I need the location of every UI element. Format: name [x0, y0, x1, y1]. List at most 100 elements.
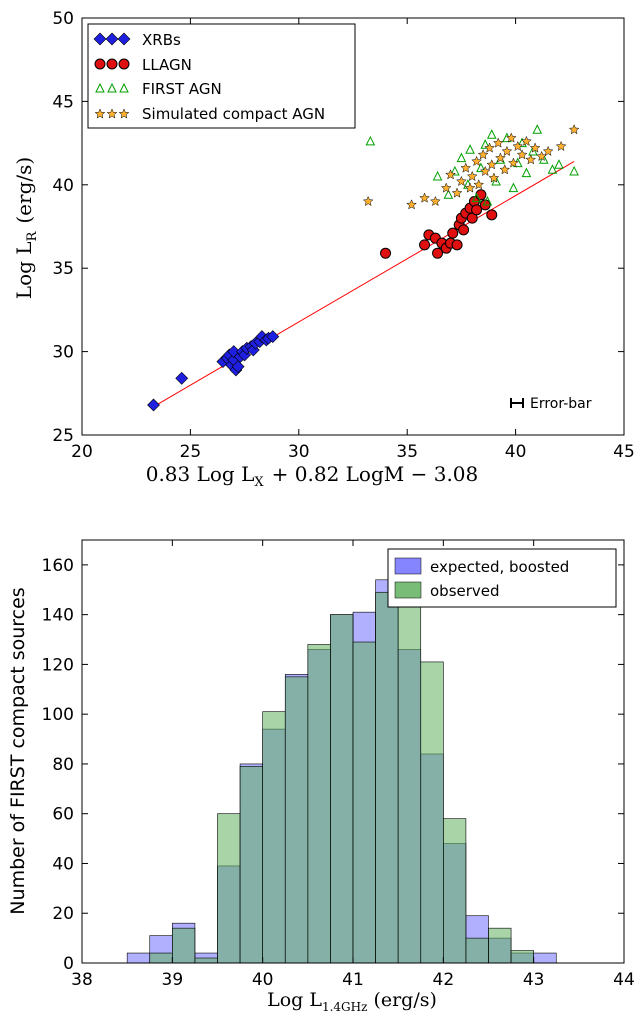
- first-agn-point: [471, 192, 482, 203]
- llagn-point: [451, 239, 463, 251]
- simulated-agn-point: [451, 187, 463, 198]
- simulated-agn-point: [473, 179, 485, 190]
- first-agn-point: [450, 165, 460, 176]
- simulated-agn-point: [512, 140, 524, 152]
- observed-bar: [262, 711, 286, 964]
- histogram-ticks: 38 39 40 41 42 43 44 0 20 40 60 80 100 120 140 160: [42, 540, 635, 990]
- scatter-ylabel: Log LR(erg/s): [12, 157, 40, 299]
- y-tick-label: 160: [42, 556, 74, 576]
- llagn-point: [380, 247, 392, 259]
- first-agn-point: [476, 162, 486, 173]
- y-tick-label: 45: [52, 92, 74, 112]
- observed-bar: [488, 927, 512, 964]
- simulated-agn-point: [464, 182, 476, 193]
- legend-sim-label: Simulated compact AGN: [142, 105, 325, 123]
- simulated-agn-point: [525, 154, 537, 165]
- first-agn-point: [465, 144, 475, 154]
- y-tick-label: 40: [52, 176, 74, 196]
- legend-observed-swatch: [394, 581, 422, 599]
- simulated-agn-point: [529, 142, 541, 153]
- legend-sim-markers: [94, 108, 130, 119]
- y-tick-label: 35: [52, 259, 74, 279]
- histogram-legend: expected, boosted observed: [387, 548, 617, 608]
- observed-bar: [443, 818, 467, 964]
- y-tick-label: 80: [52, 755, 74, 775]
- legend-xrbs-label: XRBs: [142, 31, 181, 49]
- first-agn-point: [365, 135, 376, 146]
- y-tick-label: 60: [52, 805, 74, 825]
- x-tick-label: 20: [71, 442, 93, 462]
- llagn-point: [419, 239, 431, 251]
- histogram-panel: 38 39 40 41 42 43 44 0 20 40 60 80 100 120 140 160 expe…: [7, 539, 635, 1014]
- simulated-agn-point: [466, 170, 478, 182]
- simulated-agn-point: [508, 157, 519, 168]
- legend-llagn-markers: [94, 58, 130, 70]
- legend-first-markers: [95, 82, 129, 93]
- simulated-agn-point: [456, 175, 467, 187]
- observed-bar: [330, 614, 354, 964]
- simulated-agn-point: [521, 135, 532, 147]
- simulated-agn-point: [440, 182, 452, 193]
- x-tick-label: 44: [613, 970, 635, 990]
- first-agn-point: [569, 165, 579, 176]
- legend-expected-swatch: [394, 557, 422, 575]
- first-agn-point: [443, 189, 454, 199]
- simulated-agn-point: [479, 165, 491, 177]
- scatter-points: [147, 124, 580, 412]
- llagn-point: [471, 204, 483, 216]
- y-tick-label: 0: [63, 954, 74, 974]
- observed-bar: [172, 927, 196, 964]
- observed-bar: [194, 957, 218, 964]
- first-agn-point: [554, 159, 564, 169]
- first-agn-point: [456, 152, 467, 163]
- simulated-agn-point: [460, 162, 472, 173]
- y-tick-label: 30: [52, 343, 74, 363]
- simulated-agn-point: [505, 132, 517, 143]
- histogram-xlabel: Log L1.4GHz (erg/s): [267, 989, 437, 1014]
- simulated-agn-point: [429, 195, 441, 207]
- y-tick-label: 25: [52, 426, 74, 446]
- error-bar-label: Error-bar: [530, 396, 592, 412]
- xrb-point: [147, 398, 160, 412]
- observed-bar: [465, 937, 489, 964]
- llagn-point: [432, 247, 444, 259]
- simulated-agn-point: [406, 199, 417, 210]
- x-tick-label: 25: [180, 442, 202, 462]
- simulated-agn-point: [499, 164, 511, 175]
- first-agn-point: [486, 129, 497, 139]
- x-tick-label: 42: [433, 970, 455, 990]
- x-tick-label: 38: [71, 970, 93, 990]
- first-agn-point: [528, 145, 538, 156]
- simulated-agn-point: [516, 149, 528, 160]
- observed-bar: [149, 952, 173, 964]
- first-agn-point: [521, 167, 532, 178]
- xrb-point: [231, 360, 245, 374]
- observed-bar: [284, 676, 309, 964]
- simulated-agn-point: [445, 169, 456, 180]
- legend-star-icon: [118, 108, 130, 119]
- y-tick-label: 100: [42, 705, 74, 725]
- legend-llagn-label: LLAGN: [142, 56, 192, 74]
- llagn-point: [486, 209, 498, 221]
- x-tick-label: 43: [523, 970, 545, 990]
- simulated-agn-point: [492, 137, 504, 148]
- legend-star-icon: [106, 108, 118, 119]
- simulated-agn-point: [471, 155, 482, 167]
- legend-observed-label: observed: [430, 582, 500, 600]
- x-tick-label: 39: [162, 970, 184, 990]
- x-tick-label: 35: [396, 442, 418, 462]
- x-tick-label: 45: [613, 442, 635, 462]
- llagn-point: [458, 224, 470, 236]
- expected-bar: [533, 952, 557, 964]
- simulated-agn-point: [486, 159, 498, 170]
- observed-bar: [352, 641, 376, 964]
- legend-first-label: FIRST AGN: [142, 80, 222, 98]
- y-tick-label: 50: [52, 9, 74, 29]
- simulated-agn-point: [484, 142, 495, 153]
- scatter-xlabel: 0.83 Log LX + 0.82 LogM − 3.08: [146, 462, 479, 490]
- histogram-bars: [126, 579, 557, 964]
- first-agn-point: [547, 164, 558, 174]
- legend-xrbs-markers: [93, 32, 131, 46]
